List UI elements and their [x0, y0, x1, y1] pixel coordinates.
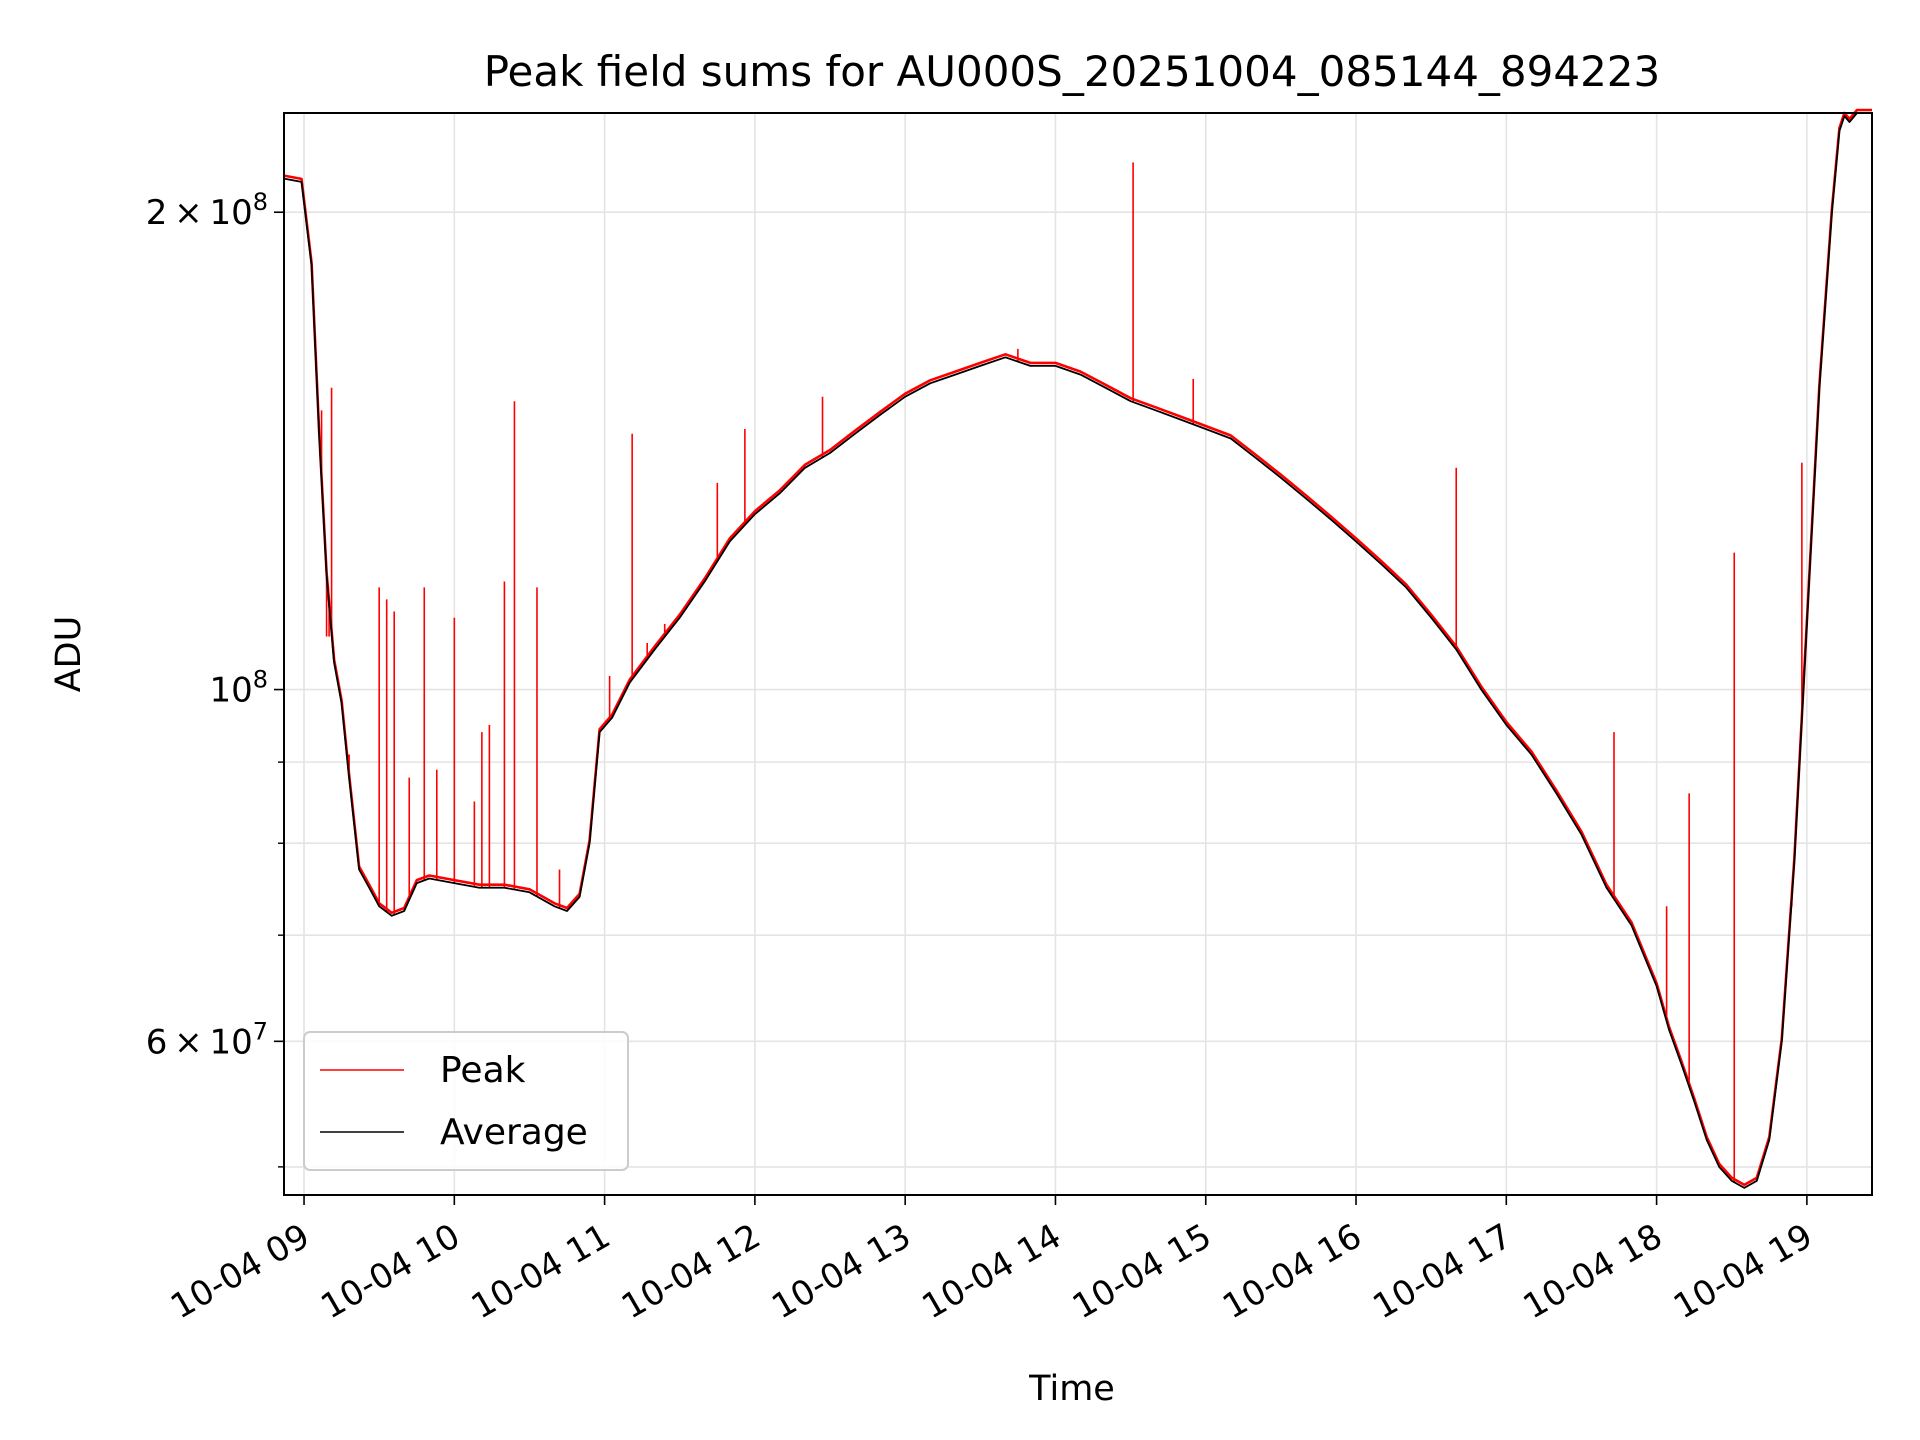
- chart-title: Peak field sums for AU000S_20251004_0851…: [484, 47, 1661, 96]
- y-axis-title: ADU: [49, 616, 89, 693]
- plot-area: [283, 108, 1872, 1189]
- grid-lines: [284, 113, 1872, 1195]
- legend-box: [303, 1031, 629, 1171]
- legend-average-label: Average: [440, 1112, 588, 1153]
- y-tick-label: 108: [209, 666, 268, 711]
- y-tick-label: 6 × 107: [146, 1017, 268, 1062]
- legend-peak-label: Peak: [440, 1050, 526, 1091]
- peak-series-line: [283, 108, 1872, 1187]
- legend: Peak Average: [303, 1031, 629, 1171]
- y-tick-label: 2 × 108: [146, 188, 268, 233]
- average-series-line: [283, 112, 1872, 1189]
- plot-frame: [283, 112, 1873, 1196]
- x-axis-title: Time: [1028, 1369, 1115, 1409]
